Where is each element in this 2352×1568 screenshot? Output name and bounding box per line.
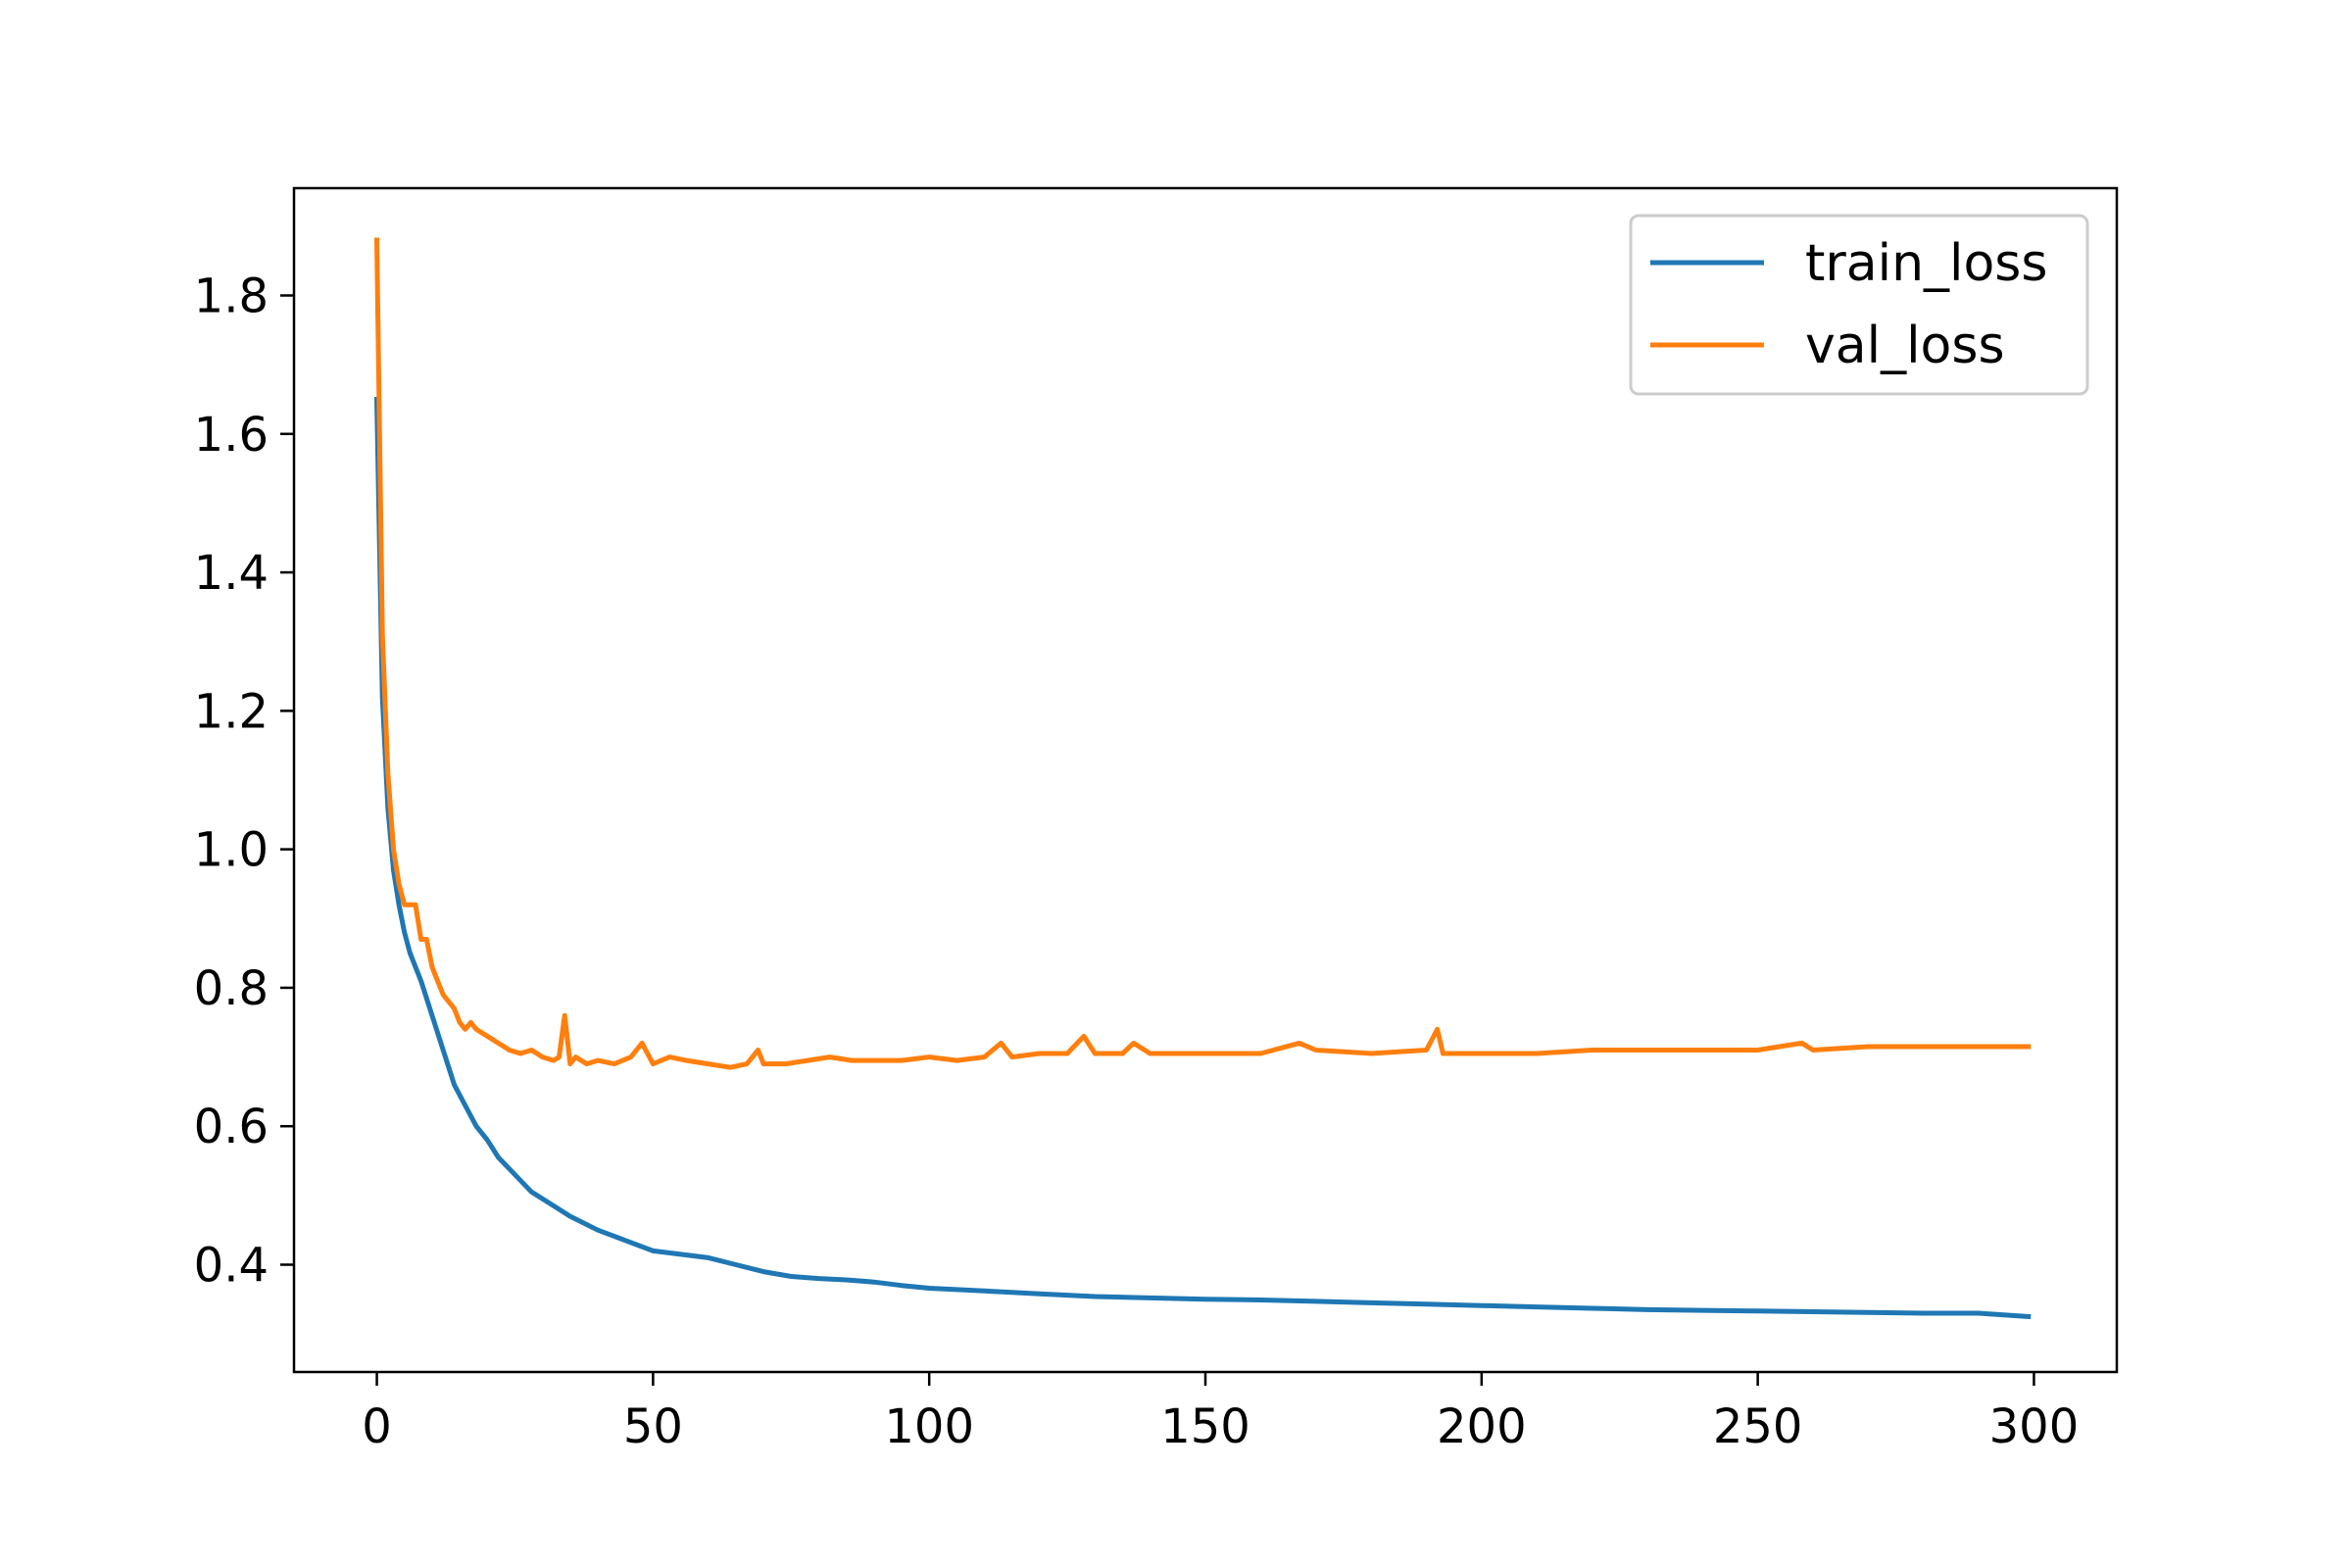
y-tick-label: 0.6 — [194, 1100, 269, 1154]
y-tick-label: 1.0 — [194, 823, 269, 878]
y-tick-label: 1.4 — [194, 546, 269, 601]
x-tick-label: 300 — [1989, 1399, 2080, 1454]
x-tick-label: 50 — [623, 1399, 683, 1454]
y-tick-label: 1.2 — [194, 684, 269, 739]
x-tick-label: 200 — [1437, 1399, 1527, 1454]
x-tick-label: 0 — [362, 1399, 392, 1454]
legend-label-train_loss: train_loss — [1805, 234, 2047, 293]
x-tick-label: 100 — [884, 1399, 974, 1454]
series-line-train_loss — [373, 396, 2032, 1320]
y-tick-label: 1.8 — [194, 269, 269, 323]
y-tick-label: 0.4 — [194, 1239, 269, 1294]
y-axis: 0.4 0.6 0.8 1.0 1.2 1.4 1.6 1.8 — [194, 269, 294, 1294]
legend-label-val_loss: val_loss — [1805, 317, 2005, 375]
series-line-val_loss — [373, 237, 2032, 1070]
plot-area — [373, 237, 2032, 1320]
x-tick-label: 150 — [1160, 1399, 1250, 1454]
y-tick-label: 1.6 — [194, 408, 269, 463]
x-axis: 0 50 100 150 200 250 300 — [362, 1372, 2079, 1454]
y-tick-label: 0.8 — [194, 961, 269, 1016]
legend: train_loss val_loss — [1629, 214, 2089, 396]
x-tick-label: 250 — [1713, 1399, 1803, 1454]
